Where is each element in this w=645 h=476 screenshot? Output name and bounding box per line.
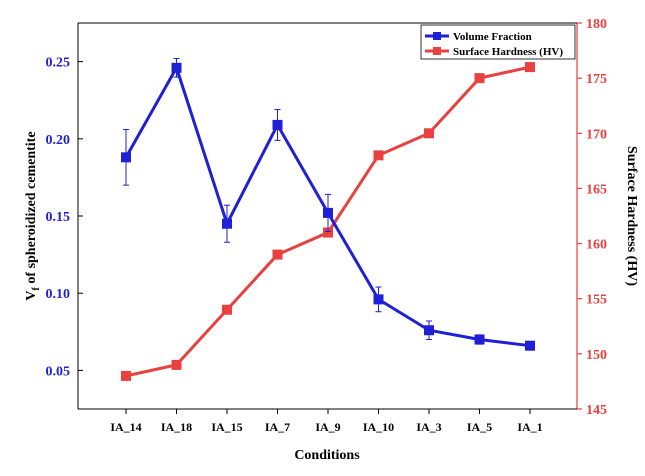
- hardness-point: [474, 73, 485, 84]
- legend-label-hardness: Surface Hardness (HV): [453, 46, 563, 58]
- hardness-point: [424, 128, 434, 139]
- volume-point: [525, 340, 535, 351]
- hardness-point: [525, 62, 535, 73]
- x-ticks: IA_14 IA_18 IA_15 IA_7 IA_9 IA_10 IA_3 IA_5 IA_1: [110, 409, 543, 434]
- left-axis-title-sub: f: [31, 286, 42, 290]
- hardness-point: [222, 304, 232, 315]
- volume-point: [222, 218, 232, 229]
- volume-point: [272, 119, 283, 130]
- x-axis-title: Conditions: [294, 448, 360, 463]
- left-ticks: 0.05 0.10 0.15 0.20 0.25: [46, 56, 83, 379]
- left-axis-title: Vf of spheroidized cementite: [24, 131, 42, 300]
- series-surface-hardness: [121, 62, 535, 381]
- left-tick-label: 0.05: [46, 364, 71, 379]
- x-tick-label: IA_9: [315, 420, 340, 434]
- volume-point: [474, 334, 485, 345]
- left-axis-title-rest: of spheroidized cementite: [24, 131, 39, 287]
- x-tick-label: IA_10: [363, 420, 394, 434]
- x-tick-label: IA_14: [110, 420, 141, 434]
- legend-marker-hardness: [433, 47, 441, 55]
- hardness-point: [373, 150, 384, 161]
- right-tick-label: 175: [586, 72, 607, 87]
- right-tick-label: 145: [586, 403, 607, 418]
- right-axis-title: Surface Hardness (HV): [624, 146, 639, 286]
- hardness-point: [323, 227, 333, 238]
- x-tick-label: IA_18: [161, 420, 192, 434]
- volume-point: [171, 62, 182, 73]
- left-tick-label: 0.10: [46, 287, 71, 302]
- right-tick-label: 165: [586, 182, 607, 197]
- x-tick-label: IA_1: [517, 420, 542, 434]
- right-ticks: 145 150 155 160 165 170 175 180: [577, 17, 607, 418]
- volume-point: [424, 325, 434, 336]
- hardness-point: [121, 370, 131, 381]
- legend-marker-volume: [433, 32, 441, 40]
- x-tick-label: IA_3: [416, 420, 441, 434]
- left-tick-label: 0.25: [46, 56, 71, 71]
- legend: Volume Fraction Surface Hardness (HV): [420, 24, 576, 60]
- hardness-point: [272, 249, 283, 260]
- right-tick-label: 150: [586, 348, 607, 363]
- x-tick-label: IA_7: [265, 420, 290, 434]
- hardness-point: [171, 359, 182, 370]
- right-tick-label: 160: [586, 238, 607, 253]
- left-tick-label: 0.20: [46, 133, 71, 148]
- left-tick-label: 0.15: [46, 210, 71, 225]
- legend-label-volume: Volume Fraction: [453, 31, 532, 43]
- series-volume-fraction: [121, 58, 535, 351]
- x-tick-label: IA_5: [467, 420, 492, 434]
- right-tick-label: 170: [586, 127, 607, 142]
- right-tick-label: 155: [586, 293, 607, 308]
- volume-point: [373, 294, 384, 305]
- legend-box: [420, 24, 576, 60]
- volume-point: [323, 207, 333, 218]
- left-axis-title-v: V: [24, 290, 39, 300]
- x-tick-label: IA_15: [211, 420, 242, 434]
- volume-point: [121, 152, 131, 163]
- right-tick-label: 180: [586, 17, 607, 32]
